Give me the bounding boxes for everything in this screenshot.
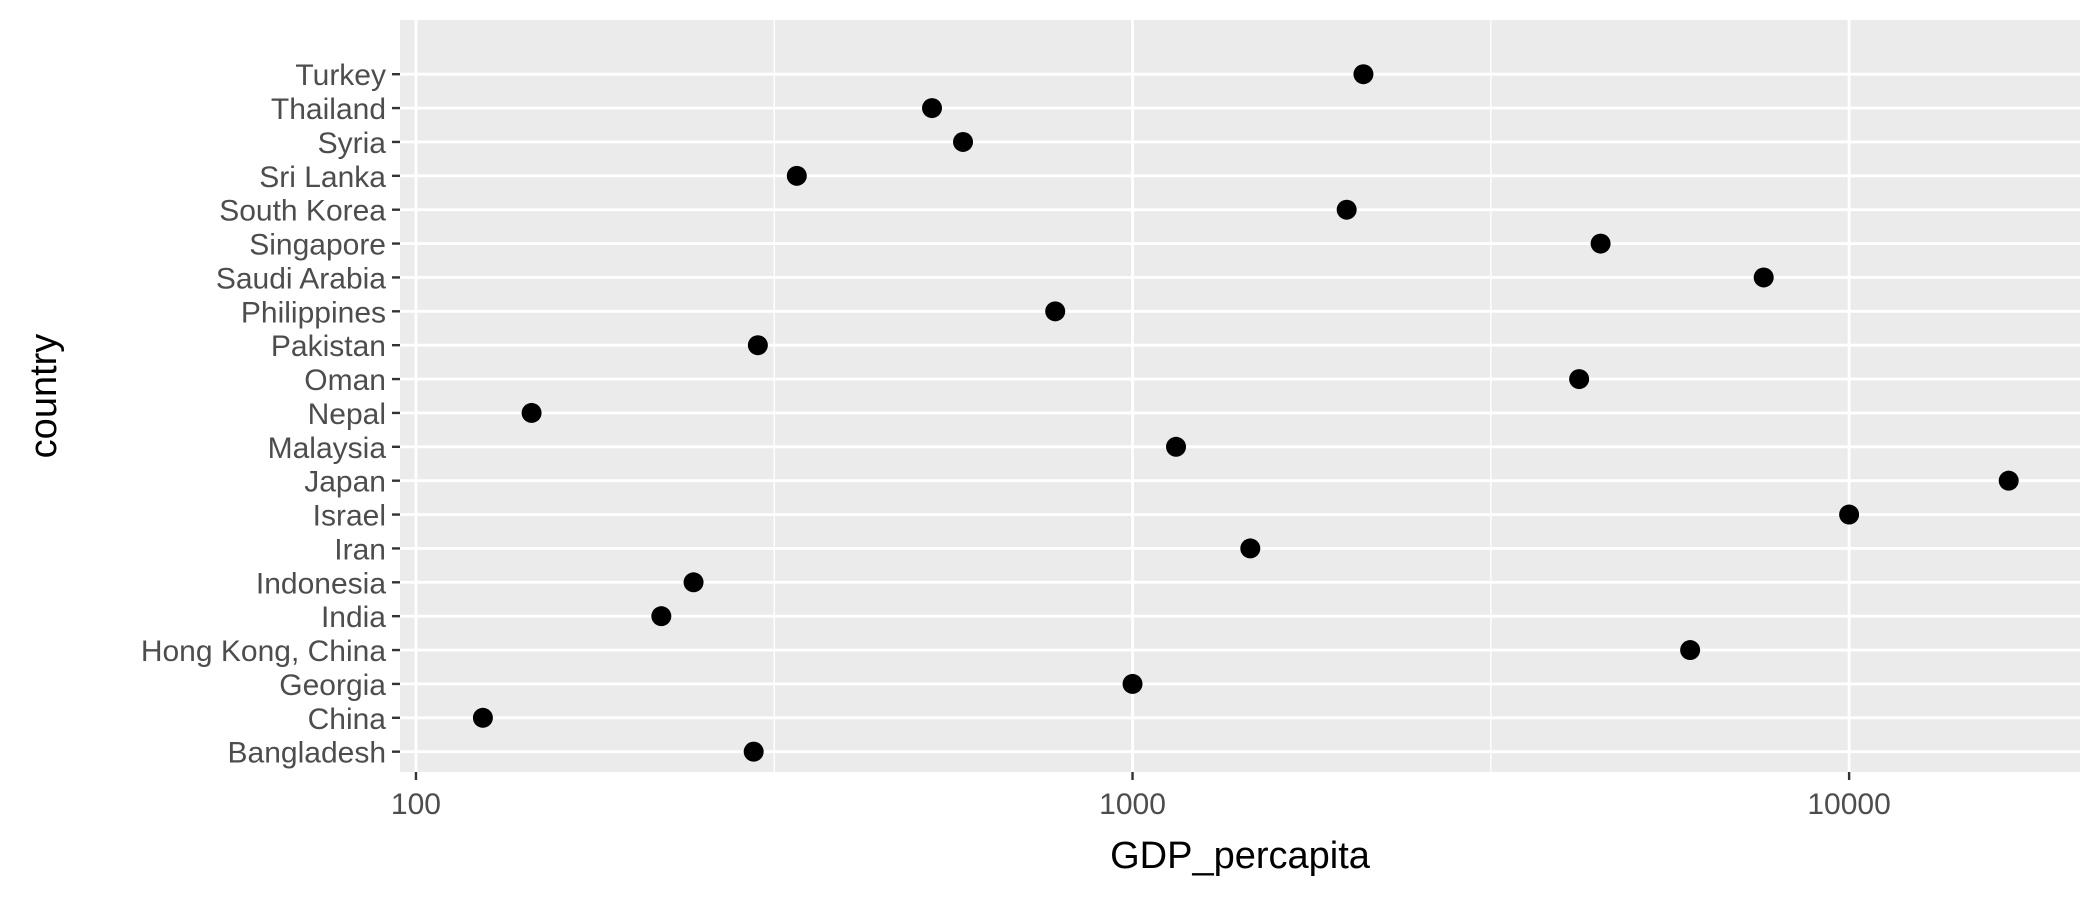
x-tick-label: 1000 <box>1099 788 1166 821</box>
y-tick-label: Hong Kong, China <box>141 635 386 668</box>
y-tick-label: Iran <box>334 533 386 566</box>
data-point <box>786 165 807 186</box>
x-tick-label: 10000 <box>1807 788 1890 821</box>
data-point <box>1569 369 1590 390</box>
data-point <box>1353 64 1374 85</box>
y-tick-label: Syria <box>318 127 387 160</box>
panel-background <box>400 20 2080 772</box>
y-tick-label: Georgia <box>279 669 386 702</box>
data-point <box>922 98 943 119</box>
x-tick-label: 100 <box>391 788 441 821</box>
data-point <box>747 335 768 356</box>
data-point <box>683 572 704 593</box>
x-axis: 100 1000 10000 <box>391 772 1891 821</box>
y-tick-label: South Korea <box>219 195 386 228</box>
data-point <box>743 741 764 762</box>
y-tick-label: Saudi Arabia <box>216 262 386 295</box>
y-tick-label: Nepal <box>308 398 386 431</box>
y-axis-title: country <box>23 334 65 459</box>
data-point <box>1240 538 1261 559</box>
data-point <box>651 606 672 627</box>
x-axis-title: GDP_percapita <box>1110 835 1371 877</box>
points-layer <box>472 64 2019 762</box>
y-tick-label: Sri Lanka <box>259 161 386 194</box>
data-point <box>1753 267 1774 288</box>
data-point <box>521 402 542 423</box>
y-tick-label: Pakistan <box>271 330 386 363</box>
data-point <box>1336 199 1357 220</box>
y-tick-label: Philippines <box>241 296 386 329</box>
data-point <box>1998 470 2019 491</box>
y-tick-label: China <box>308 703 387 736</box>
data-point <box>1839 504 1860 525</box>
data-point <box>472 707 493 728</box>
y-tick-label: Oman <box>304 364 386 397</box>
y-tick-label: India <box>321 601 386 634</box>
data-point <box>1166 436 1187 457</box>
y-tick-label: Japan <box>304 466 386 499</box>
y-tick-label: Indonesia <box>256 567 386 600</box>
y-tick-label: Thailand <box>271 93 386 126</box>
y-tick-label: Turkey <box>295 59 386 92</box>
grid-layer <box>400 20 2080 772</box>
y-tick-label: Singapore <box>249 229 386 262</box>
data-point <box>1680 640 1701 661</box>
data-point <box>1122 673 1143 694</box>
y-tick-label: Malaysia <box>268 432 387 465</box>
y-tick-label: Israel <box>313 500 386 533</box>
data-point <box>1590 233 1611 254</box>
data-point <box>953 131 974 152</box>
y-tick-label: Bangladesh <box>228 737 386 770</box>
data-point <box>1045 301 1066 322</box>
